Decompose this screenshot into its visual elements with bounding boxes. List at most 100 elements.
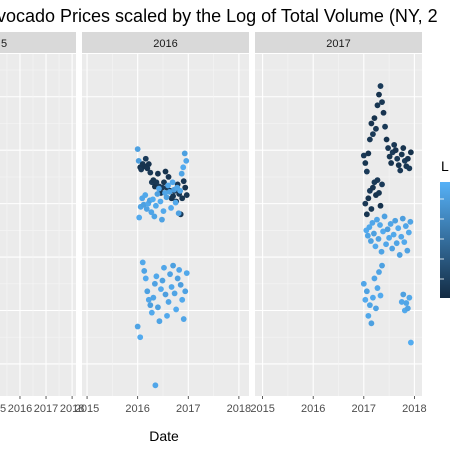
data-point [180, 316, 187, 322]
chart-title: vocado Prices scaled by the Log of Total… [0, 6, 438, 26]
panel-plot-area [255, 54, 422, 396]
data-point [168, 284, 175, 290]
data-point [363, 168, 370, 175]
data-point [144, 288, 151, 295]
data-point [366, 136, 373, 143]
data-point [136, 214, 143, 221]
data-point [155, 170, 161, 177]
data-point [164, 312, 170, 319]
data-point [167, 271, 173, 278]
data-point [400, 145, 407, 151]
data-point [371, 275, 378, 282]
data-point [183, 157, 190, 164]
data-point [363, 288, 370, 295]
data-point [377, 292, 384, 299]
data-point [380, 228, 386, 235]
x-tick-label: 2018 [60, 403, 84, 415]
facet-panels: 5201520162017201820162015201620172018201… [0, 32, 427, 415]
data-point [362, 200, 369, 207]
data-point [182, 288, 189, 295]
data-point [183, 192, 190, 198]
data-point [152, 382, 159, 389]
data-point [376, 269, 382, 275]
data-point [161, 179, 167, 186]
panel-plot-area [82, 54, 249, 396]
data-point [173, 306, 180, 313]
data-point [181, 150, 188, 157]
data-point [170, 262, 176, 269]
data-point [383, 136, 390, 143]
data-point [153, 179, 160, 186]
data-point [165, 182, 171, 189]
data-point [180, 164, 187, 171]
data-point [139, 259, 146, 266]
data-point [384, 226, 391, 233]
data-point [401, 239, 408, 246]
data-point [402, 223, 409, 229]
data-point [163, 194, 170, 201]
data-point [407, 149, 414, 156]
data-point [362, 296, 369, 303]
facet-strip [255, 32, 422, 53]
data-point [388, 160, 395, 166]
data-point [153, 273, 160, 280]
x-tick-label: 2017 [352, 403, 376, 415]
data-point [360, 280, 367, 287]
data-point [394, 155, 401, 162]
data-point [406, 165, 413, 172]
x-tick-label: 2017 [34, 403, 58, 415]
data-point [392, 147, 399, 154]
data-point [405, 229, 412, 236]
data-point [407, 339, 414, 346]
data-point [381, 213, 388, 220]
x-tick-label: 2018 [227, 403, 251, 415]
data-point [141, 268, 148, 274]
data-point [396, 252, 403, 258]
data-point [374, 177, 381, 184]
data-point [392, 217, 399, 224]
data-point [373, 125, 379, 132]
data-point [161, 264, 167, 271]
data-point [376, 91, 382, 98]
data-point [378, 248, 385, 255]
data-point [156, 318, 163, 325]
data-point [377, 202, 384, 209]
data-point [395, 225, 402, 232]
x-tick-label: 2017 [176, 403, 200, 415]
data-point [166, 188, 173, 195]
panel-plot-area [0, 54, 76, 396]
data-point [370, 184, 376, 191]
data-point [368, 206, 375, 212]
data-point [148, 309, 155, 316]
data-point [165, 299, 172, 305]
data-point [165, 174, 172, 180]
x-tick-label: 2015 [0, 403, 6, 415]
color-legend: L [440, 158, 450, 298]
data-point [157, 198, 164, 205]
data-point [372, 243, 379, 250]
facet-strip-label: 2016 [153, 38, 177, 50]
data-point [142, 155, 149, 162]
data-point [382, 123, 388, 130]
data-point [399, 215, 406, 222]
data-point [135, 157, 142, 164]
data-point [148, 209, 155, 216]
data-point [366, 302, 373, 309]
data-point [374, 216, 380, 223]
data-point [156, 185, 162, 192]
data-point [168, 205, 174, 211]
facet-strip [82, 32, 249, 53]
data-point [140, 201, 147, 208]
facet-strip-label: 2017 [326, 38, 350, 50]
data-point [171, 290, 178, 297]
data-point [375, 235, 382, 242]
data-point [377, 222, 383, 228]
data-point [178, 170, 185, 177]
data-point [160, 208, 167, 215]
data-point [374, 102, 381, 109]
data-point [404, 247, 411, 254]
data-point [404, 305, 411, 312]
data-point [379, 99, 385, 105]
data-point [158, 286, 164, 293]
